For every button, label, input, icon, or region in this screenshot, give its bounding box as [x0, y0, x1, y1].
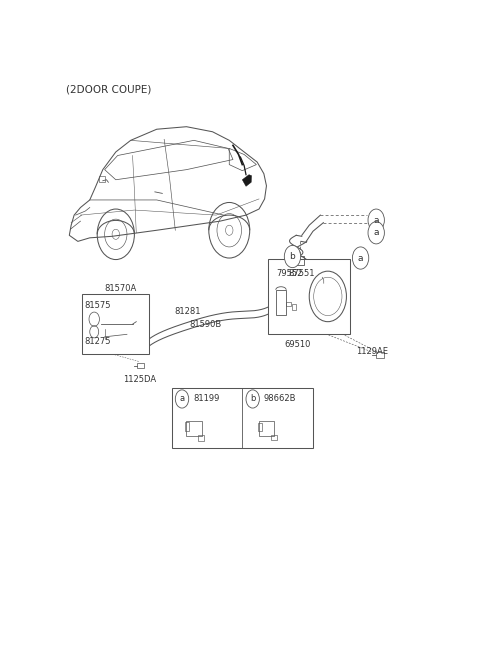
- Text: 87551: 87551: [288, 269, 315, 278]
- Text: a: a: [358, 253, 363, 262]
- Circle shape: [246, 390, 259, 408]
- Circle shape: [368, 209, 384, 232]
- Bar: [292, 304, 296, 310]
- Bar: [185, 422, 189, 431]
- Bar: [271, 435, 276, 440]
- Bar: [198, 435, 204, 441]
- Bar: [268, 259, 350, 334]
- Circle shape: [352, 247, 369, 269]
- Text: 1125DA: 1125DA: [123, 375, 156, 384]
- Bar: [137, 363, 144, 368]
- Text: a: a: [373, 216, 379, 224]
- Bar: [296, 255, 304, 264]
- Bar: [258, 422, 262, 431]
- Bar: [172, 388, 313, 449]
- Bar: [99, 176, 105, 182]
- Bar: [376, 352, 384, 358]
- Text: b: b: [250, 394, 255, 403]
- Text: 81199: 81199: [193, 394, 219, 403]
- Text: a: a: [373, 228, 379, 237]
- Bar: [259, 420, 274, 436]
- Text: 81275: 81275: [84, 337, 111, 346]
- Text: 1129AE: 1129AE: [357, 348, 388, 356]
- Text: 98662B: 98662B: [264, 394, 296, 403]
- Circle shape: [284, 245, 300, 268]
- Text: 69510: 69510: [284, 340, 311, 350]
- Bar: [83, 295, 148, 354]
- Bar: [186, 420, 202, 436]
- Text: 81590B: 81590B: [190, 319, 222, 329]
- Text: 81575: 81575: [84, 302, 111, 310]
- Circle shape: [175, 390, 189, 408]
- Polygon shape: [242, 174, 252, 186]
- Text: b: b: [289, 252, 295, 261]
- Text: (2DOOR COUPE): (2DOOR COUPE): [66, 85, 151, 94]
- Circle shape: [368, 222, 384, 244]
- Text: 81281: 81281: [175, 306, 202, 316]
- Text: 79552: 79552: [276, 269, 303, 278]
- Text: a: a: [180, 394, 185, 403]
- Bar: [276, 290, 286, 315]
- Bar: [286, 302, 291, 306]
- Text: 81570A: 81570A: [105, 285, 137, 293]
